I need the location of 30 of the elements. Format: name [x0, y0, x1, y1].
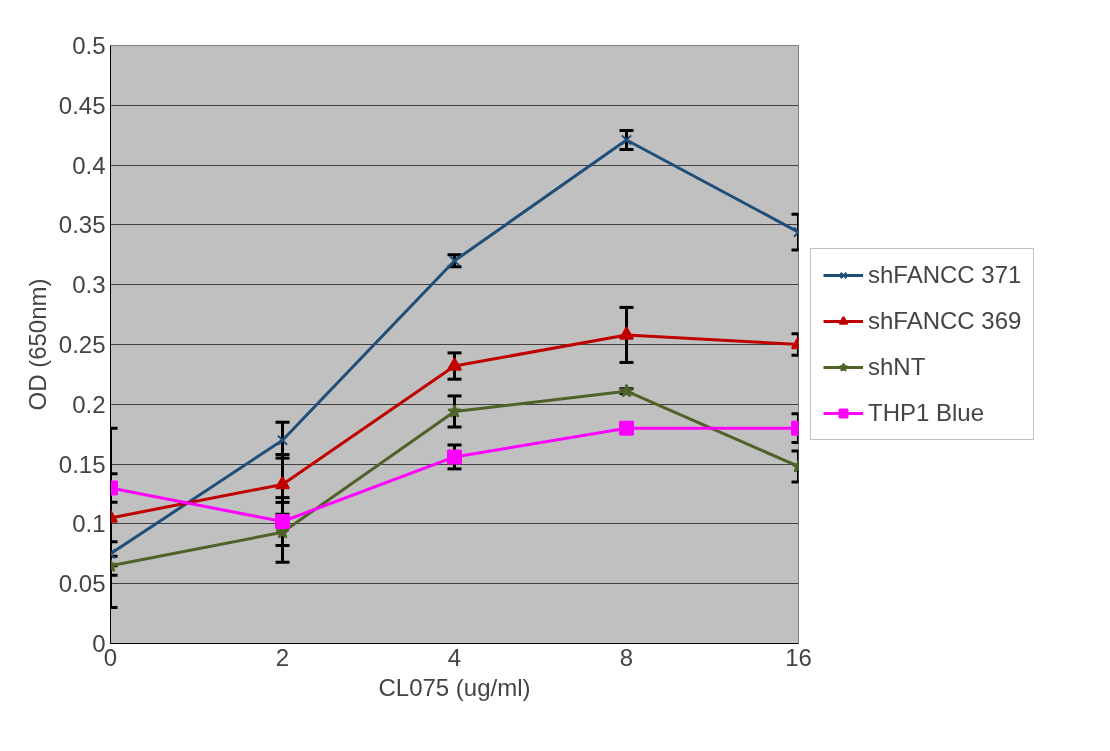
- point: [447, 449, 462, 465]
- y-axis-title: OD (650nm): [23, 278, 51, 411]
- legend-label: THP1 Blue: [868, 399, 985, 427]
- point: [619, 420, 634, 436]
- point: [447, 357, 462, 371]
- y-tick-label: 0.5: [72, 32, 106, 59]
- point: [619, 383, 634, 398]
- y-tick-label: 0.2: [72, 390, 106, 418]
- x-axis-title: CL075 (ug/ml): [378, 673, 531, 701]
- x-tick-label: 2: [275, 643, 290, 671]
- legend-label: shFANCC 371: [868, 261, 1022, 289]
- point: [447, 403, 462, 418]
- point: [620, 134, 633, 146]
- legend-label: shNT: [868, 353, 926, 381]
- point: [275, 514, 290, 530]
- y-tick-label: 0.25: [58, 331, 106, 358]
- x-tick-label: 8: [619, 643, 634, 671]
- x-tick-label: 16: [785, 643, 812, 671]
- y-tick-label: 0.35: [58, 211, 106, 239]
- y-tick-label: 0.4: [72, 151, 106, 179]
- y-tick-label: 0.05: [58, 570, 106, 598]
- x-tick-label: 4: [447, 643, 462, 671]
- point: [619, 326, 634, 340]
- point: [276, 434, 289, 446]
- y-tick-label: 0.45: [58, 91, 106, 119]
- y-tick-label: 0.15: [58, 450, 106, 478]
- legend-label: shFANCC 369: [868, 307, 1022, 335]
- y-tick-label: 0.3: [72, 271, 106, 299]
- point: [275, 475, 290, 490]
- y-tick-label: 0.1: [72, 510, 106, 538]
